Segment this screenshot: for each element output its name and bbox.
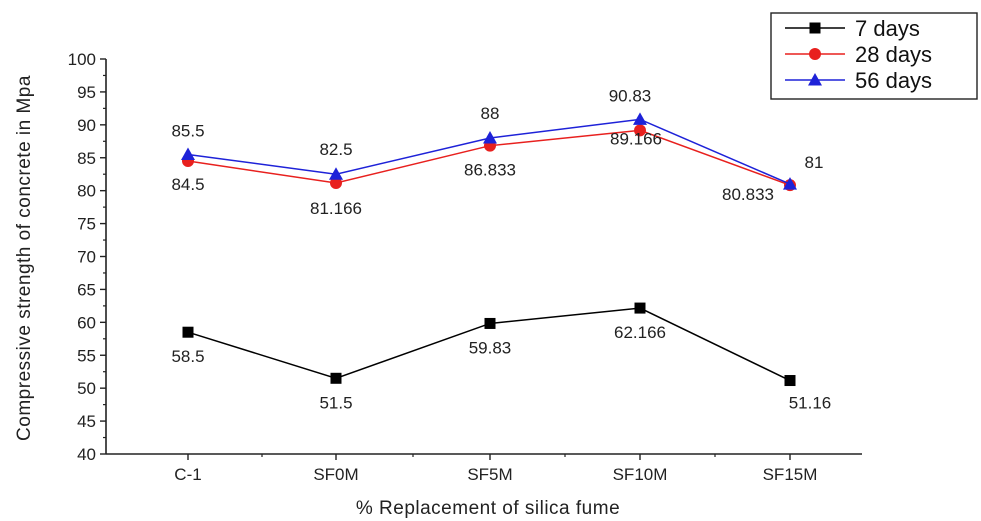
y-tick-label: 55: [77, 346, 96, 365]
data-label-56-days: 81: [805, 153, 824, 172]
data-point-56-days: [633, 112, 647, 125]
data-label-56-days: 90.83: [609, 86, 652, 105]
data-point-56-days: [329, 167, 343, 180]
y-axis-title: Compressive strength of concrete in Mpa: [14, 75, 35, 441]
y-tick-label: 95: [77, 83, 96, 102]
chart-series: [181, 112, 797, 387]
data-point-7-days: [634, 302, 646, 314]
data-label-56-days: 85.5: [171, 121, 204, 140]
legend-marker-7-days: [809, 22, 821, 34]
y-tick-label: 85: [77, 149, 96, 168]
y-tick-label: 45: [77, 412, 96, 431]
x-tick-label: SF15M: [763, 465, 818, 484]
data-label-56-days: 88: [481, 104, 500, 123]
y-tick-label: 100: [68, 50, 96, 69]
data-point-28-days: [634, 124, 646, 137]
data-label-28-days: 84.5: [171, 175, 204, 194]
data-label-7-days: 62.166: [614, 323, 666, 342]
y-tick-label: 75: [77, 215, 96, 234]
legend-label-56-days: 56 days: [855, 68, 932, 93]
y-tick-label: 50: [77, 379, 96, 398]
x-tick-label: SF0M: [313, 465, 358, 484]
y-tick-label: 65: [77, 280, 96, 299]
chart-axes: 40 45 50 55 60 65 70 75 80 85 90 95 100 C-1 SF0M SF5M SF…: [68, 50, 862, 484]
y-tick-label: 70: [77, 248, 96, 267]
x-tick-label: C-1: [174, 465, 201, 484]
y-tick-label: 40: [77, 445, 96, 464]
chart-data-labels: 58.5 51.5 59.83 62.166 51.16 84.5 81.166 86.833…: [171, 86, 831, 412]
y-tick-label: 90: [77, 116, 96, 135]
y-tick-label: 80: [77, 182, 96, 201]
data-label-7-days: 58.5: [171, 347, 204, 366]
x-tick-label: SF10M: [613, 465, 668, 484]
data-point-7-days: [484, 317, 496, 329]
legend-marker-28-days: [809, 48, 821, 60]
y-tick-label: 60: [77, 313, 96, 332]
data-point-56-days: [181, 147, 195, 160]
data-point-56-days: [783, 177, 797, 190]
data-point-28-days: [330, 176, 342, 189]
legend-label-7-days: 7 days: [855, 16, 920, 41]
data-point-56-days: [483, 131, 497, 144]
data-label-56-days: 82.5: [319, 140, 352, 159]
data-label-7-days: 51.5: [319, 393, 352, 412]
data-label-7-days: 51.16: [789, 394, 832, 413]
x-tick-label: SF5M: [467, 465, 512, 484]
data-label-28-days: 80.833: [722, 185, 774, 204]
data-label-7-days: 59.83: [469, 338, 512, 357]
x-axis-title: % Replacement of silica fume: [356, 498, 620, 519]
legend-marker-56-days: [808, 73, 822, 86]
data-point-7-days: [784, 375, 796, 387]
data-point-7-days: [330, 372, 342, 384]
data-label-28-days: 86.833: [464, 161, 516, 180]
data-label-28-days: 89.166: [610, 129, 662, 148]
data-label-28-days: 81.166: [310, 199, 362, 218]
data-point-7-days: [182, 326, 194, 338]
legend-label-28-days: 28 days: [855, 42, 932, 67]
